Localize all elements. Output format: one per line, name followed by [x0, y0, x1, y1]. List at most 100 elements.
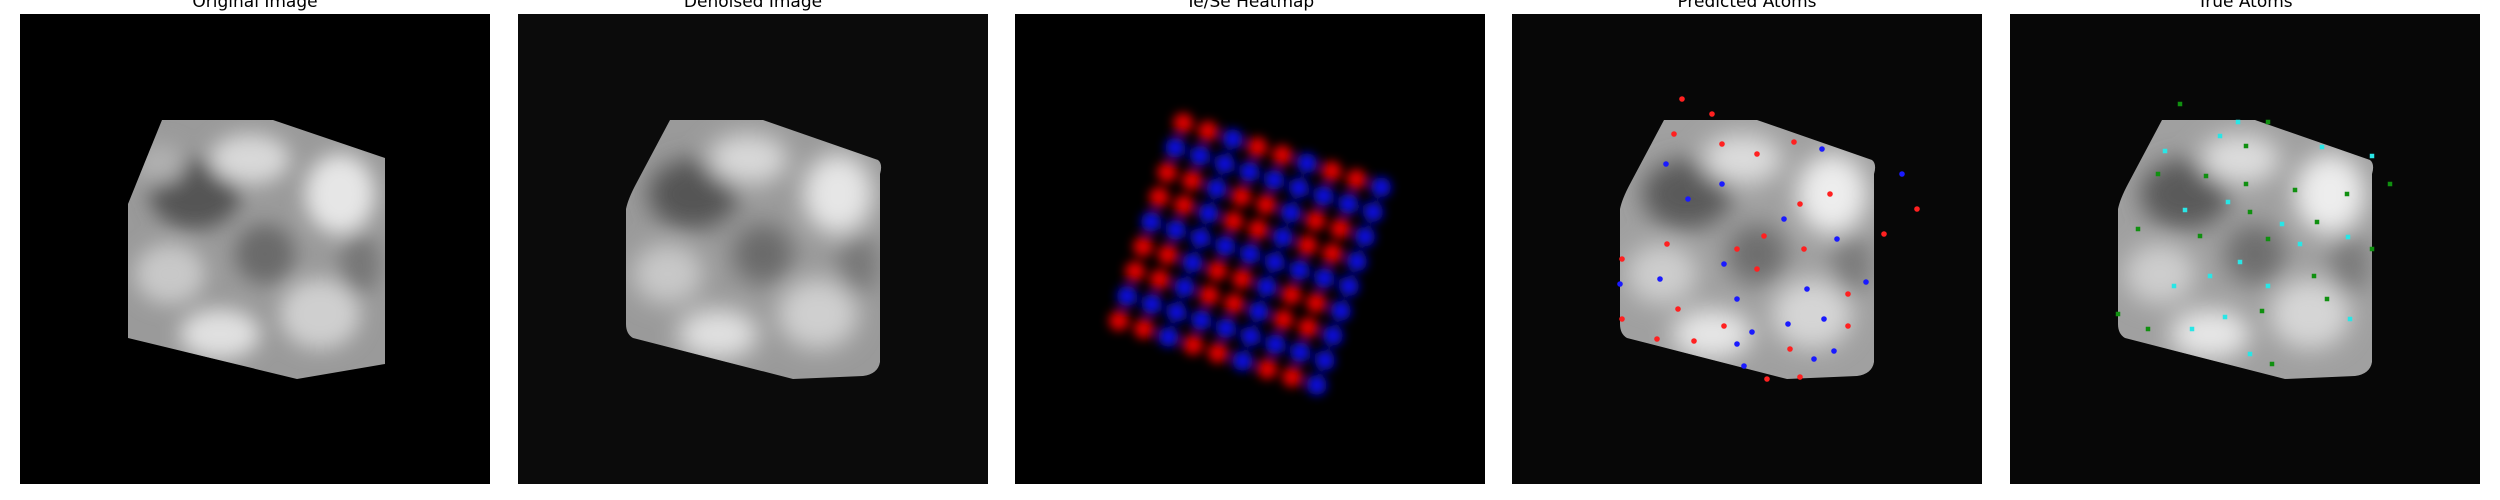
se-blob [1116, 286, 1137, 307]
predicted-te-marker [1619, 256, 1625, 262]
true-atom-marker-a [2297, 241, 2303, 247]
se-blob [1240, 326, 1261, 347]
predicted-te-marker [1664, 241, 1670, 247]
te-blob [1297, 235, 1318, 256]
predicted-se-marker [1685, 196, 1691, 202]
te-blob [1256, 194, 1277, 215]
se-blob [1240, 244, 1260, 264]
true-atom-marker-a [2171, 283, 2177, 289]
te-blob [1183, 334, 1204, 355]
predicted-se-marker [1663, 161, 1669, 167]
se-blob [1330, 300, 1351, 321]
true-atom-marker-b [2203, 173, 2209, 179]
panel-original: Original Image [20, 0, 490, 500]
predicted-se-marker [1811, 356, 1817, 362]
te-blob [1321, 161, 1342, 182]
se-blob [1239, 161, 1260, 182]
se-blob [1363, 201, 1384, 222]
original-image [20, 14, 490, 484]
predicted-te-marker [1845, 291, 1851, 297]
se-blob [1322, 325, 1343, 346]
se-blob [1174, 277, 1195, 298]
true-atom-marker-b [2247, 209, 2253, 215]
predicted-se-marker [1781, 216, 1787, 222]
se-blob [1338, 193, 1359, 214]
se-blob [1290, 342, 1311, 363]
te-blob [1346, 169, 1367, 190]
panel-predicted-atoms: Predicted Atoms [1512, 0, 1982, 500]
se-blob [1165, 137, 1186, 158]
predicted-te-marker [1709, 111, 1715, 117]
panel-heatmap: Te/Se Heatmap [1015, 0, 1485, 500]
true-atom-marker-b [2155, 171, 2161, 177]
true-atom-marker-b [2344, 191, 2350, 197]
te-blob [1133, 318, 1154, 339]
te-blob [1248, 219, 1269, 240]
true-atom-marker-a [2182, 207, 2188, 213]
se-blob [1371, 177, 1392, 198]
te-blob [1197, 120, 1218, 141]
se-blob [1222, 129, 1243, 150]
true-atom-marker-b [2135, 226, 2141, 232]
predicted-se-marker [1741, 363, 1747, 369]
se-blob [1314, 350, 1335, 371]
se-blob [1256, 276, 1277, 297]
se-blob [1214, 153, 1235, 174]
predicted-se-marker [1749, 329, 1755, 335]
predicted-se-marker [1657, 276, 1663, 282]
te-blob [1247, 137, 1268, 158]
predicted-te-marker [1845, 323, 1851, 329]
se-blob [1313, 185, 1334, 206]
te-blob [1298, 317, 1319, 338]
predicted-te-marker [1754, 266, 1760, 272]
se-blob [1354, 226, 1375, 247]
true-atom-marker-a [2347, 316, 2353, 322]
se-blob [1158, 326, 1179, 347]
te-blob [1181, 170, 1202, 191]
se-blob [1296, 153, 1317, 174]
true-atom-marker-a [2222, 314, 2228, 320]
te-blob [1207, 342, 1228, 363]
true-atom-marker-a [2217, 133, 2223, 139]
predicted-se-marker [1899, 171, 1905, 177]
true-atom-marker-b [2324, 296, 2330, 302]
se-blob [1272, 227, 1293, 248]
true-atom-marker-a [2207, 273, 2213, 279]
true-atom-marker-b [2177, 101, 2183, 107]
panel-title: Te/Se Heatmap [1185, 0, 1315, 12]
se-blob [1215, 318, 1236, 339]
panel-title: True Atoms [2197, 0, 2293, 12]
te-blob [1157, 162, 1178, 183]
predicted-se-marker [1819, 146, 1825, 152]
true-atoms-image [2010, 14, 2480, 484]
se-blob [1264, 169, 1285, 190]
predicted-atoms-image [1512, 14, 1982, 484]
original-image-canvas [20, 14, 490, 484]
predicted-te-marker [1721, 323, 1727, 329]
se-blob [1248, 301, 1269, 322]
predicted-te-marker [1734, 246, 1740, 252]
te-blob [1173, 195, 1194, 216]
te-blob [1133, 236, 1154, 257]
se-blob [1306, 375, 1327, 396]
predicted-te-marker [1654, 336, 1660, 342]
true-atom-marker-b [2314, 219, 2320, 225]
se-blob [1289, 260, 1310, 281]
true-atom-marker-b [2269, 361, 2275, 367]
true-atom-marker-a [2369, 153, 2375, 159]
te-blob [1157, 244, 1178, 265]
predicted-te-marker [1881, 231, 1887, 237]
predicted-atoms-canvas [1512, 14, 1982, 484]
true-atom-marker-b [2292, 187, 2298, 193]
se-blob [1182, 252, 1203, 273]
te-blob [1231, 186, 1252, 207]
se-blob [1165, 219, 1186, 240]
te-blob [1273, 309, 1294, 330]
true-atom-marker-a [2225, 199, 2231, 205]
predicted-te-marker [1797, 201, 1803, 207]
te-blob [1272, 145, 1293, 166]
true-atom-marker-a [2237, 259, 2243, 265]
predicted-te-marker [1761, 233, 1767, 239]
true-atom-marker-a [2235, 119, 2241, 125]
predicted-se-marker [1863, 279, 1869, 285]
